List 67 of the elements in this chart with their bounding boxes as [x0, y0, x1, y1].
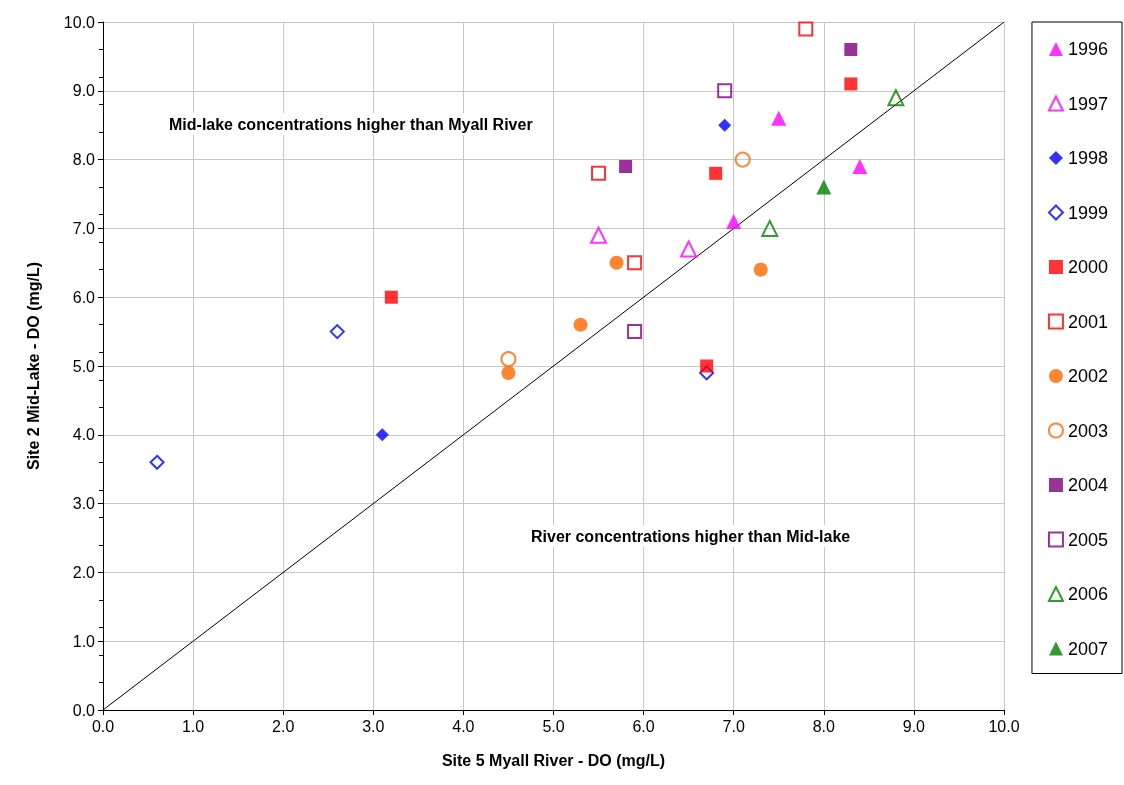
x-tick-label: 2.0 — [272, 717, 295, 735]
point — [700, 359, 714, 373]
point — [734, 151, 751, 168]
x-tick-label: 6.0 — [632, 717, 655, 735]
point — [329, 324, 345, 340]
x-tick-label: 8.0 — [812, 717, 836, 735]
point — [718, 118, 732, 132]
point — [887, 89, 905, 107]
point — [844, 43, 858, 57]
y-tick-label: 3.0 — [72, 495, 96, 513]
point — [500, 351, 517, 368]
y-tick-label: 5.0 — [72, 357, 96, 375]
point — [680, 240, 698, 258]
y-tick-label: 2.0 — [72, 563, 96, 581]
legend-label: 2004 — [1067, 475, 1108, 495]
x-tick-label: 1.0 — [181, 717, 205, 735]
point — [844, 77, 858, 91]
legend-label: 2003 — [1067, 420, 1108, 441]
point — [709, 166, 723, 180]
x-tick-label: 7.0 — [722, 717, 745, 735]
x-tick-label: 10.0 — [988, 717, 1020, 735]
legend-label: 2005 — [1067, 529, 1108, 550]
y-tick-label: 0.0 — [72, 701, 96, 719]
point — [852, 158, 868, 174]
y-axis-title: Site 2 Mid-Lake - DO (mg/L) — [24, 261, 42, 471]
legend-label: 1999 — [1067, 202, 1108, 223]
point — [627, 255, 643, 271]
point — [619, 159, 633, 173]
y-tick-label: 4.0 — [72, 426, 96, 444]
y-tick-label: 1.0 — [72, 632, 96, 650]
y-tick-label: 10.0 — [63, 13, 96, 31]
point — [590, 226, 608, 244]
legend-label: 1997 — [1067, 93, 1108, 114]
legend-label: 2007 — [1067, 638, 1108, 659]
point — [726, 214, 742, 230]
point — [591, 165, 607, 181]
y-tick-label: 9.0 — [72, 82, 96, 100]
point — [761, 219, 779, 237]
point — [798, 21, 814, 37]
point — [816, 179, 832, 195]
legend-label: 2006 — [1067, 584, 1108, 604]
annotation: Mid-lake concentrations higher than Myall River — [169, 115, 533, 133]
point — [384, 290, 398, 304]
point — [573, 317, 588, 332]
legend-label: 1996 — [1067, 39, 1108, 59]
point — [771, 110, 787, 126]
point — [501, 365, 516, 380]
point — [609, 255, 624, 270]
x-axis-title: Site 5 Myall River - DO (mg/L) — [441, 751, 666, 769]
x-tick-label: 0.0 — [91, 717, 115, 735]
x-tick-label: 3.0 — [362, 717, 385, 735]
annotation: River concentrations higher than Mid-lake — [531, 527, 851, 545]
legend-label: 2001 — [1067, 311, 1108, 332]
point — [149, 454, 165, 470]
x-tick-label: 4.0 — [452, 717, 475, 735]
x-tick-label: 9.0 — [902, 717, 926, 735]
y-tick-label: 8.0 — [72, 151, 96, 169]
point — [627, 324, 643, 340]
y-tick-label: 7.0 — [72, 219, 96, 237]
point — [717, 83, 733, 99]
point — [375, 428, 389, 442]
y-tick-label: 6.0 — [72, 288, 96, 306]
legend-label: 2000 — [1067, 257, 1108, 277]
point — [753, 262, 768, 277]
x-tick-label: 5.0 — [542, 717, 565, 735]
legend-label: 1998 — [1067, 148, 1108, 168]
legend-label: 2002 — [1067, 366, 1108, 386]
